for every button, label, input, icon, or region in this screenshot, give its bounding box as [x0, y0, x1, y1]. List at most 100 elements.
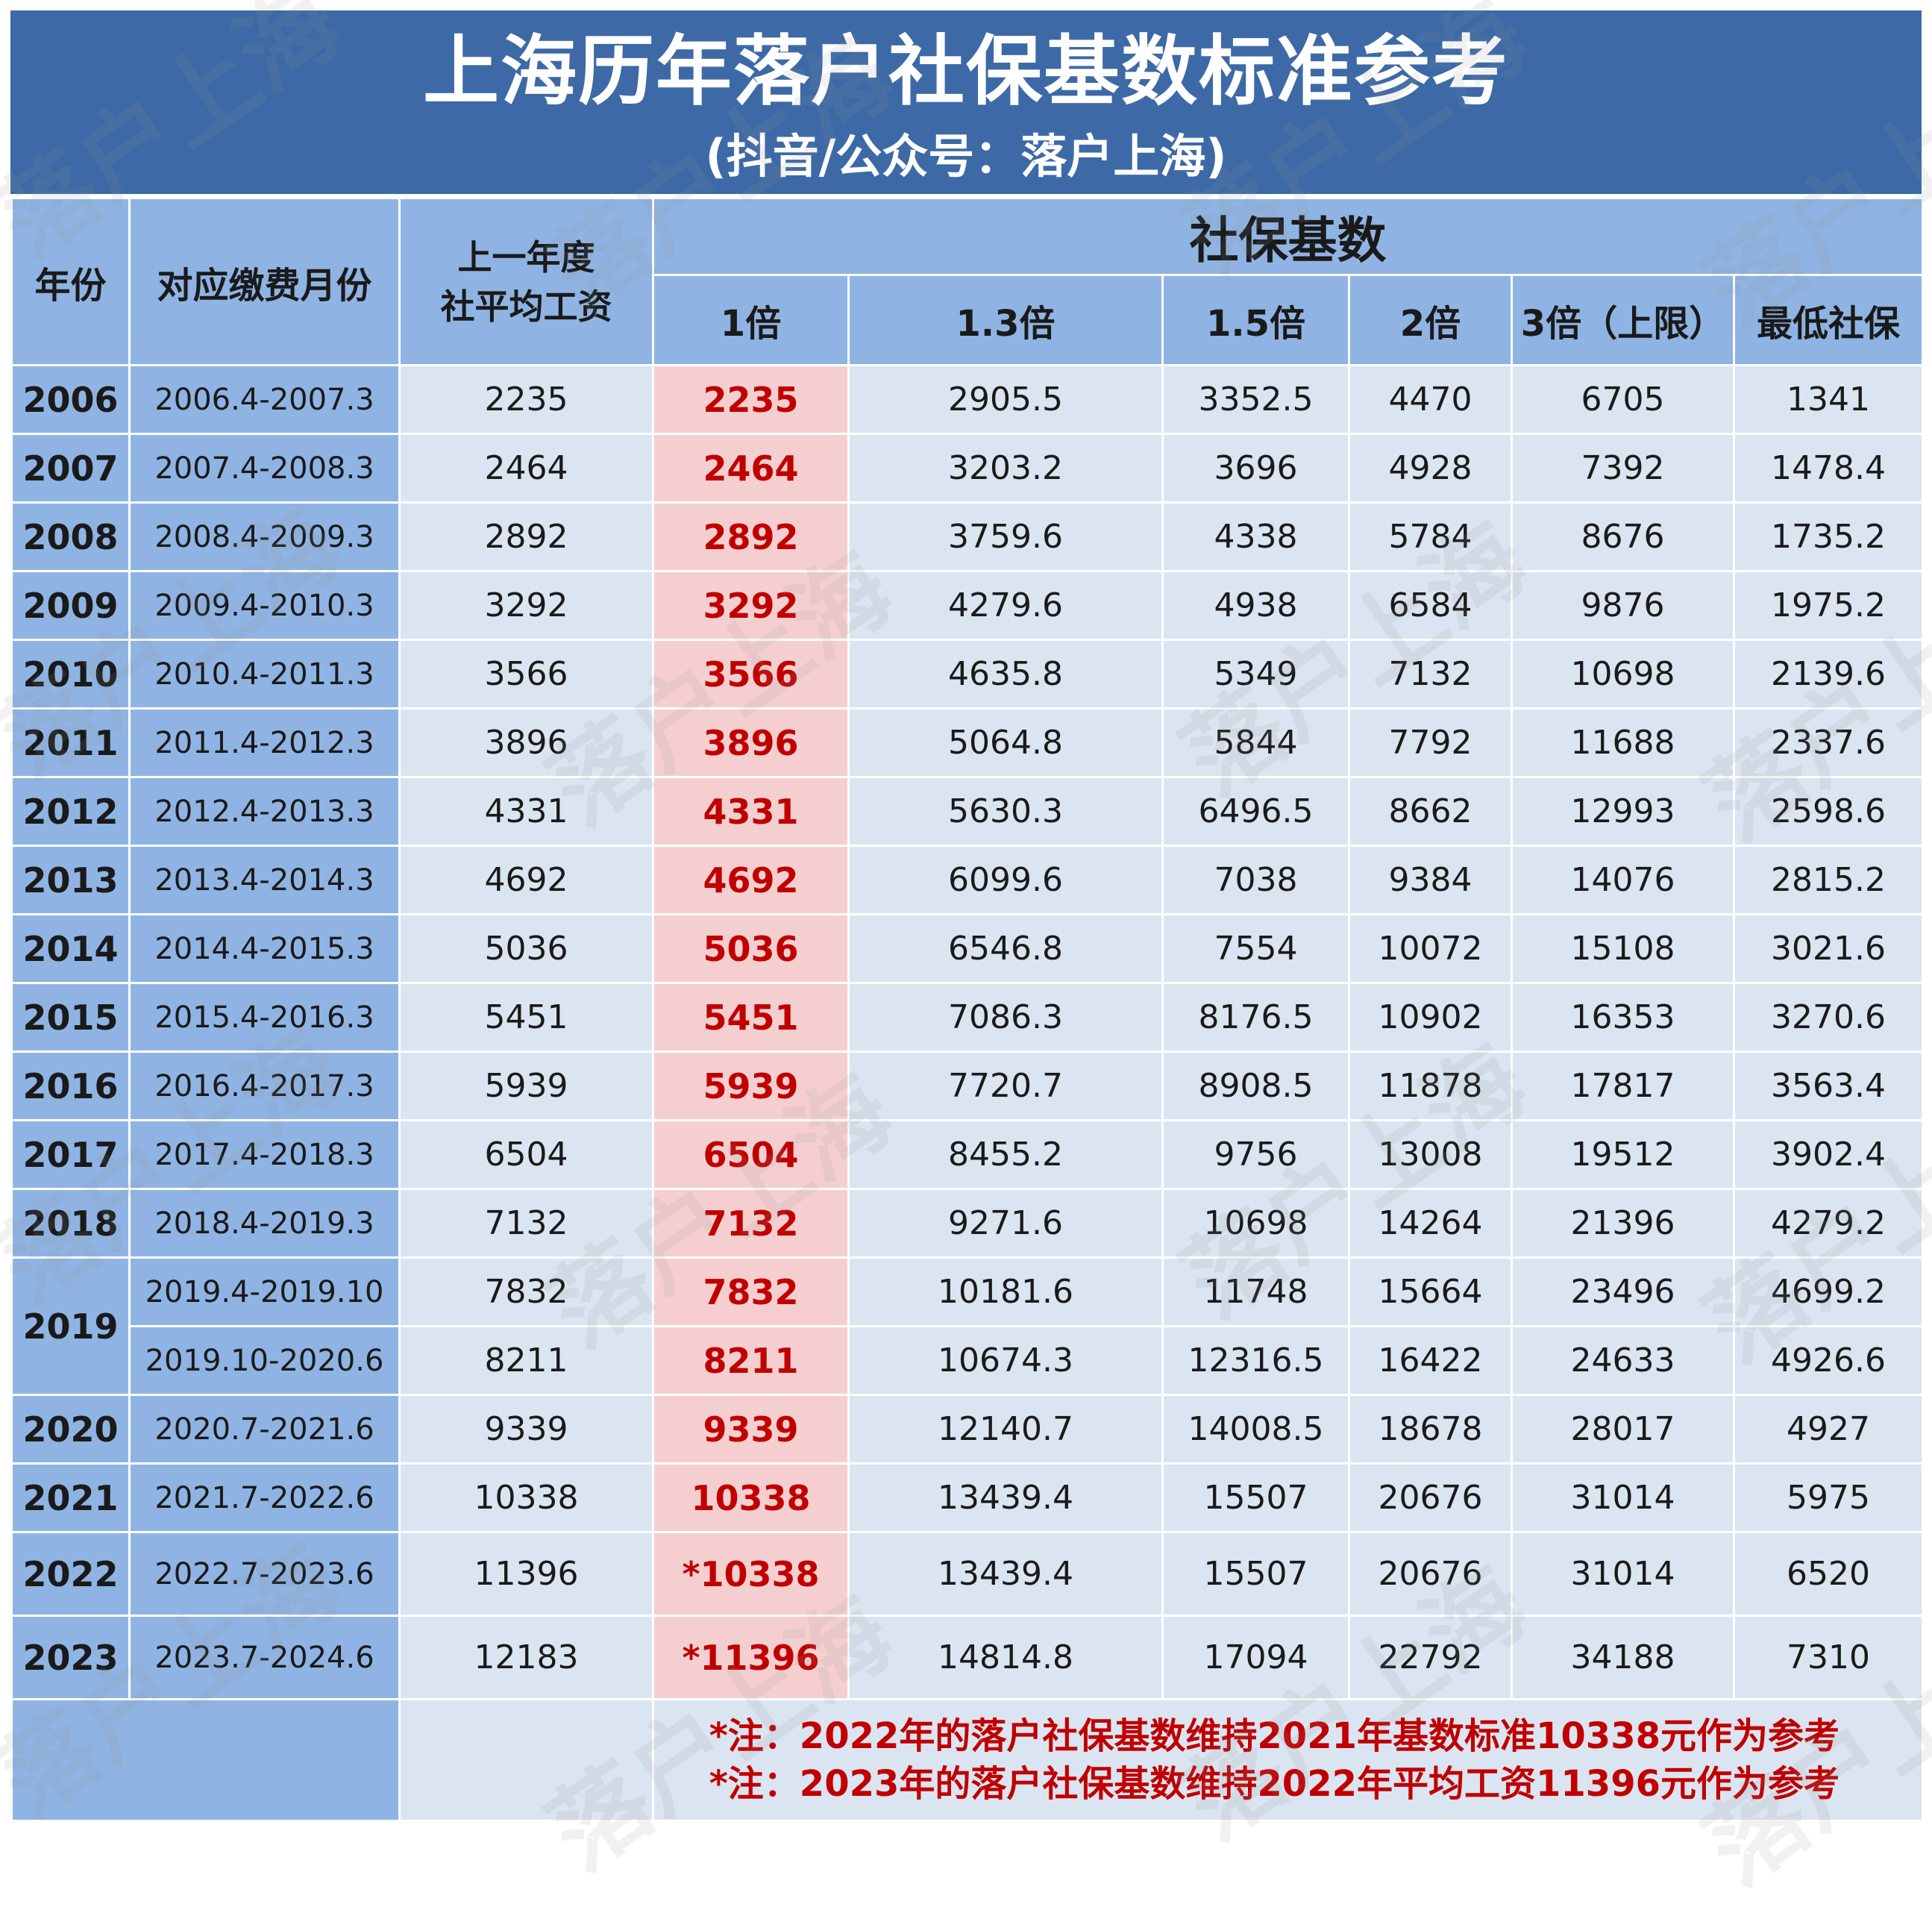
base-1-5x-cell: 15507 [1161, 1462, 1350, 1533]
avg-wage-cell: 9339 [398, 1394, 654, 1465]
base-1-3x-cell: 4279.6 [847, 570, 1164, 641]
year-cell: 2021 [10, 1462, 131, 1533]
avg-wage-cell: 3292 [398, 570, 654, 641]
table-row: 2015 2015.4-2016.3 5451 5451 7086.3 8176.5 109… [10, 982, 1924, 1053]
table-row: 2019.10-2020.6 8211 8211 10674.3 12316.5 1642… [12, 1325, 1924, 1396]
base-1x-cell: 10338 [652, 1462, 850, 1533]
min-base-cell: 4926.6 [1733, 1325, 1924, 1396]
avg-wage-cell: 10338 [398, 1462, 654, 1533]
year-cell: 2006 [10, 364, 131, 435]
min-base-cell: 4927 [1733, 1394, 1924, 1465]
base-1-5x-cell: 15507 [1161, 1531, 1350, 1617]
base-1-3x-cell: 14814.8 [847, 1615, 1164, 1700]
period-cell: 2022.7-2023.6 [128, 1531, 401, 1617]
base-1x-cell: 7832 [652, 1256, 850, 1327]
avg-wage-cell: 2464 [398, 433, 654, 504]
base-2x-cell: 8662 [1348, 776, 1513, 847]
period-cell: 2018.4-2019.3 [128, 1188, 401, 1259]
avg-wage-cell: 11396 [398, 1531, 654, 1617]
header-1x: 1倍 [652, 274, 850, 366]
avg-wage-cell: 3896 [398, 707, 654, 778]
base-1-5x-cell: 14008.5 [1161, 1394, 1350, 1465]
min-base-cell: 6520 [1733, 1531, 1924, 1617]
base-2x-cell: 18678 [1348, 1394, 1513, 1465]
base-2x-cell: 4470 [1348, 364, 1513, 435]
year-cell: 2010 [10, 639, 131, 710]
avg-wage-cell: 7832 [398, 1256, 654, 1327]
base-1-3x-cell: 7086.3 [847, 982, 1164, 1053]
base-1x-cell: 5939 [652, 1050, 850, 1121]
table-row: 2020 2020.7-2021.6 9339 9339 12140.7 14008.5 1… [10, 1394, 1924, 1465]
base-1-5x-cell: 9756 [1161, 1119, 1350, 1190]
base-2x-cell: 14264 [1348, 1188, 1513, 1259]
page-title: 上海历年落户社保基数标准参考 [423, 28, 1509, 116]
base-2x-cell: 7132 [1348, 639, 1513, 710]
avg-wage-cell: 5451 [398, 982, 654, 1053]
year-cell: 2015 [10, 982, 131, 1053]
base-3x-cell: 8676 [1511, 501, 1735, 572]
header-min: 最低社保 [1733, 274, 1924, 366]
header-year: 年份 [10, 197, 131, 366]
min-base-cell: 3021.6 [1733, 913, 1924, 984]
base-3x-cell: 14076 [1511, 845, 1735, 915]
base-1x-cell: 2464 [652, 433, 850, 504]
base-1x-cell: 3896 [652, 707, 850, 778]
base-2x-cell: 15664 [1348, 1256, 1513, 1327]
header-3x: 3倍（上限） [1511, 274, 1735, 366]
base-3x-cell: 31014 [1511, 1462, 1735, 1533]
base-1-3x-cell: 7720.7 [847, 1050, 1164, 1121]
base-2x-cell: 5784 [1348, 501, 1513, 572]
base-1x-cell: 9339 [652, 1394, 850, 1465]
base-2x-cell: 13008 [1348, 1119, 1513, 1190]
period-cell: 2019.10-2020.6 [128, 1325, 401, 1396]
base-1-5x-cell: 4338 [1161, 501, 1350, 572]
avg-wage-cell: 6504 [398, 1119, 654, 1190]
table-row: 2011 2011.4-2012.3 3896 3896 5064.8 5844 7792 1… [10, 707, 1924, 778]
base-1-5x-cell: 3696 [1161, 433, 1350, 504]
base-1x-cell: 4331 [652, 776, 850, 847]
year-cell: 2020 [10, 1394, 131, 1465]
base-1-3x-cell: 13439.4 [847, 1462, 1164, 1533]
table-row: 2013 2013.4-2014.3 4692 4692 6099.6 7038 9384 1… [10, 845, 1924, 915]
min-base-cell: 5975 [1733, 1462, 1924, 1533]
year-cell: 2009 [10, 570, 131, 641]
base-1-3x-cell: 10181.6 [847, 1256, 1164, 1327]
period-cell: 2006.4-2007.3 [128, 364, 401, 435]
base-3x-cell: 19512 [1511, 1119, 1735, 1190]
header-1-5x: 1.5倍 [1161, 274, 1350, 366]
min-base-cell: 1975.2 [1733, 570, 1924, 641]
base-3x-cell: 16353 [1511, 982, 1735, 1053]
header-base-group: 社保基数 [652, 197, 1924, 276]
base-1x-cell: 8211 [652, 1325, 850, 1396]
base-3x-cell: 28017 [1511, 1394, 1735, 1465]
base-1-5x-cell: 4938 [1161, 570, 1350, 641]
base-1-5x-cell: 7554 [1161, 913, 1350, 984]
base-1-3x-cell: 5630.3 [847, 776, 1164, 847]
base-3x-cell: 15108 [1511, 913, 1735, 984]
base-1x-cell: 5036 [652, 913, 850, 984]
base-1-5x-cell: 7038 [1161, 845, 1350, 915]
table-row: 2008 2008.4-2009.3 2892 2892 3759.6 4338 5784 8… [10, 501, 1924, 572]
base-1-3x-cell: 8455.2 [847, 1119, 1164, 1190]
base-1-3x-cell: 12140.7 [847, 1394, 1164, 1465]
year-cell: 2023 [10, 1615, 131, 1700]
base-1x-cell: 6504 [652, 1119, 850, 1190]
table-row: 2021 2021.7-2022.6 10338 10338 13439.4 15507 2… [10, 1462, 1924, 1533]
base-2x-cell: 16422 [1348, 1325, 1513, 1396]
table-row: 2007 2007.4-2008.3 2464 2464 3203.2 3696 4928 7… [10, 433, 1924, 504]
avg-wage-cell: 8211 [398, 1325, 654, 1396]
base-1-3x-cell: 2905.5 [847, 364, 1164, 435]
period-cell: 2019.4-2019.10 [128, 1256, 401, 1327]
base-1-3x-cell: 6546.8 [847, 913, 1164, 984]
table-row: 2012 2012.4-2013.3 4331 4331 5630.3 6496.5 866… [10, 776, 1924, 847]
year-cell: 2018 [10, 1188, 131, 1259]
table-row: 2017 2017.4-2018.3 6504 6504 8455.2 9756 13008… [10, 1119, 1924, 1190]
min-base-cell: 1478.4 [1733, 433, 1924, 504]
base-2x-cell: 4928 [1348, 433, 1513, 504]
base-2x-cell: 11878 [1348, 1050, 1513, 1121]
year-cell: 2014 [10, 913, 131, 984]
avg-wage-cell: 7132 [398, 1188, 654, 1259]
base-2x-cell: 6584 [1348, 570, 1513, 641]
base-1x-cell: 7132 [652, 1188, 850, 1259]
table-row: 2023 2023.7-2024.6 12183 *11396 14814.8 17094… [10, 1615, 1924, 1700]
